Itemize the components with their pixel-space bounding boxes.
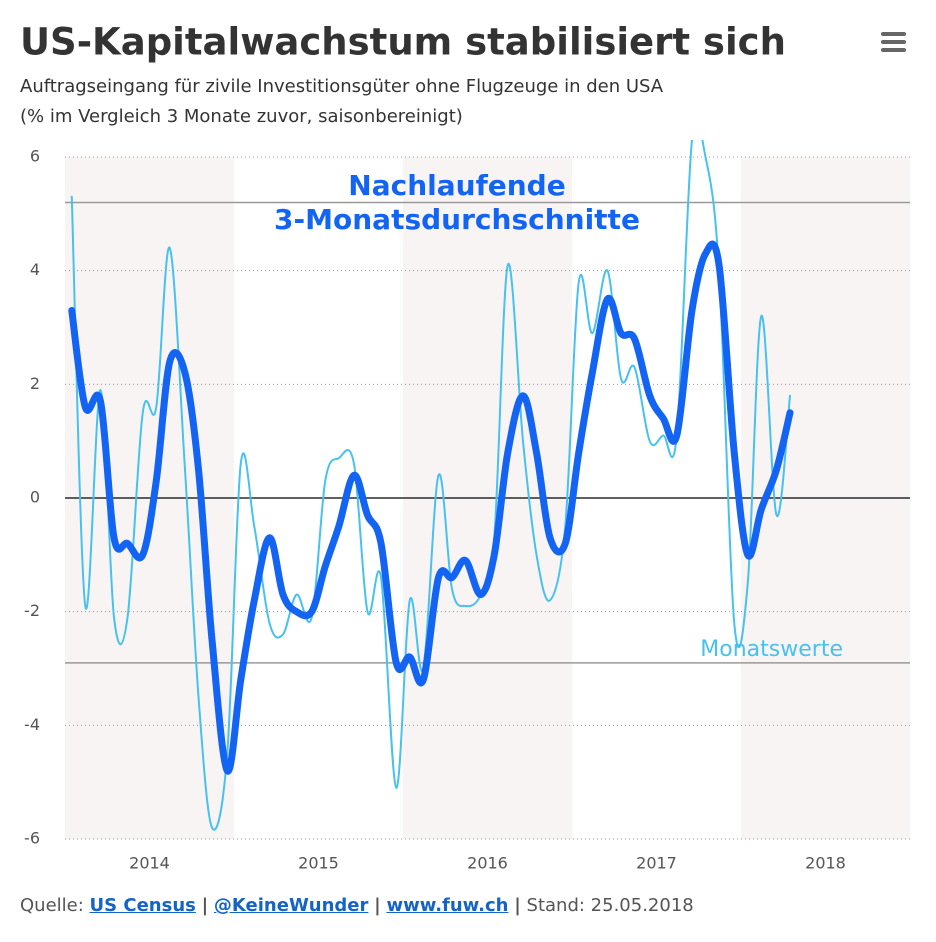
chart-title: US-Kapitalwachstum stabilisiert sich [20,21,786,64]
menu-bar[interactable] [881,32,906,36]
source-label: Quelle: [20,895,84,916]
link[interactable]: @KeineWunder [213,895,369,916]
subtitle: (% im Vergleich 3 Monate zuvor, saisonbe… [20,106,463,127]
link[interactable]: www.fuw.ch [386,895,509,916]
y-tick-label: 2 [30,374,40,393]
separator: | [374,895,381,916]
subtitle: Auftragseingang für zivile Investitionsg… [20,76,664,97]
annotation: 3-Monatsdurchschnitte [274,203,640,236]
footer: Quelle: US Census | @KeineWunder | www.f… [20,895,694,916]
x-tick-label: 2014 [129,854,170,873]
separator: | [514,895,521,916]
plot-area [68,140,794,831]
y-tick-label: 6 [30,147,40,166]
chart: US-Kapitalwachstum stabilisiert sich Auf… [20,21,910,873]
x-tick-label: 2018 [805,854,846,873]
date: Stand: 25.05.2018 [526,895,694,916]
x-tick-label: 2015 [298,854,339,873]
menu-button[interactable] [881,32,906,52]
y-tick-label: 0 [30,488,40,507]
menu-bar[interactable] [881,40,906,44]
x-tick-label: 2017 [636,854,677,873]
y-tick-label: -6 [24,829,40,848]
annotation: Nachlaufende [348,169,565,202]
menu-bar[interactable] [881,48,906,52]
y-tick-label: -2 [24,601,40,620]
separator: | [201,895,209,916]
series-line [68,240,794,775]
y-tick-label: -4 [24,715,40,734]
link[interactable]: US Census [89,895,196,916]
x-tick-label: 2016 [467,854,508,873]
annotation: Monatswerte [700,637,843,662]
y-tick-label: 4 [30,260,40,279]
